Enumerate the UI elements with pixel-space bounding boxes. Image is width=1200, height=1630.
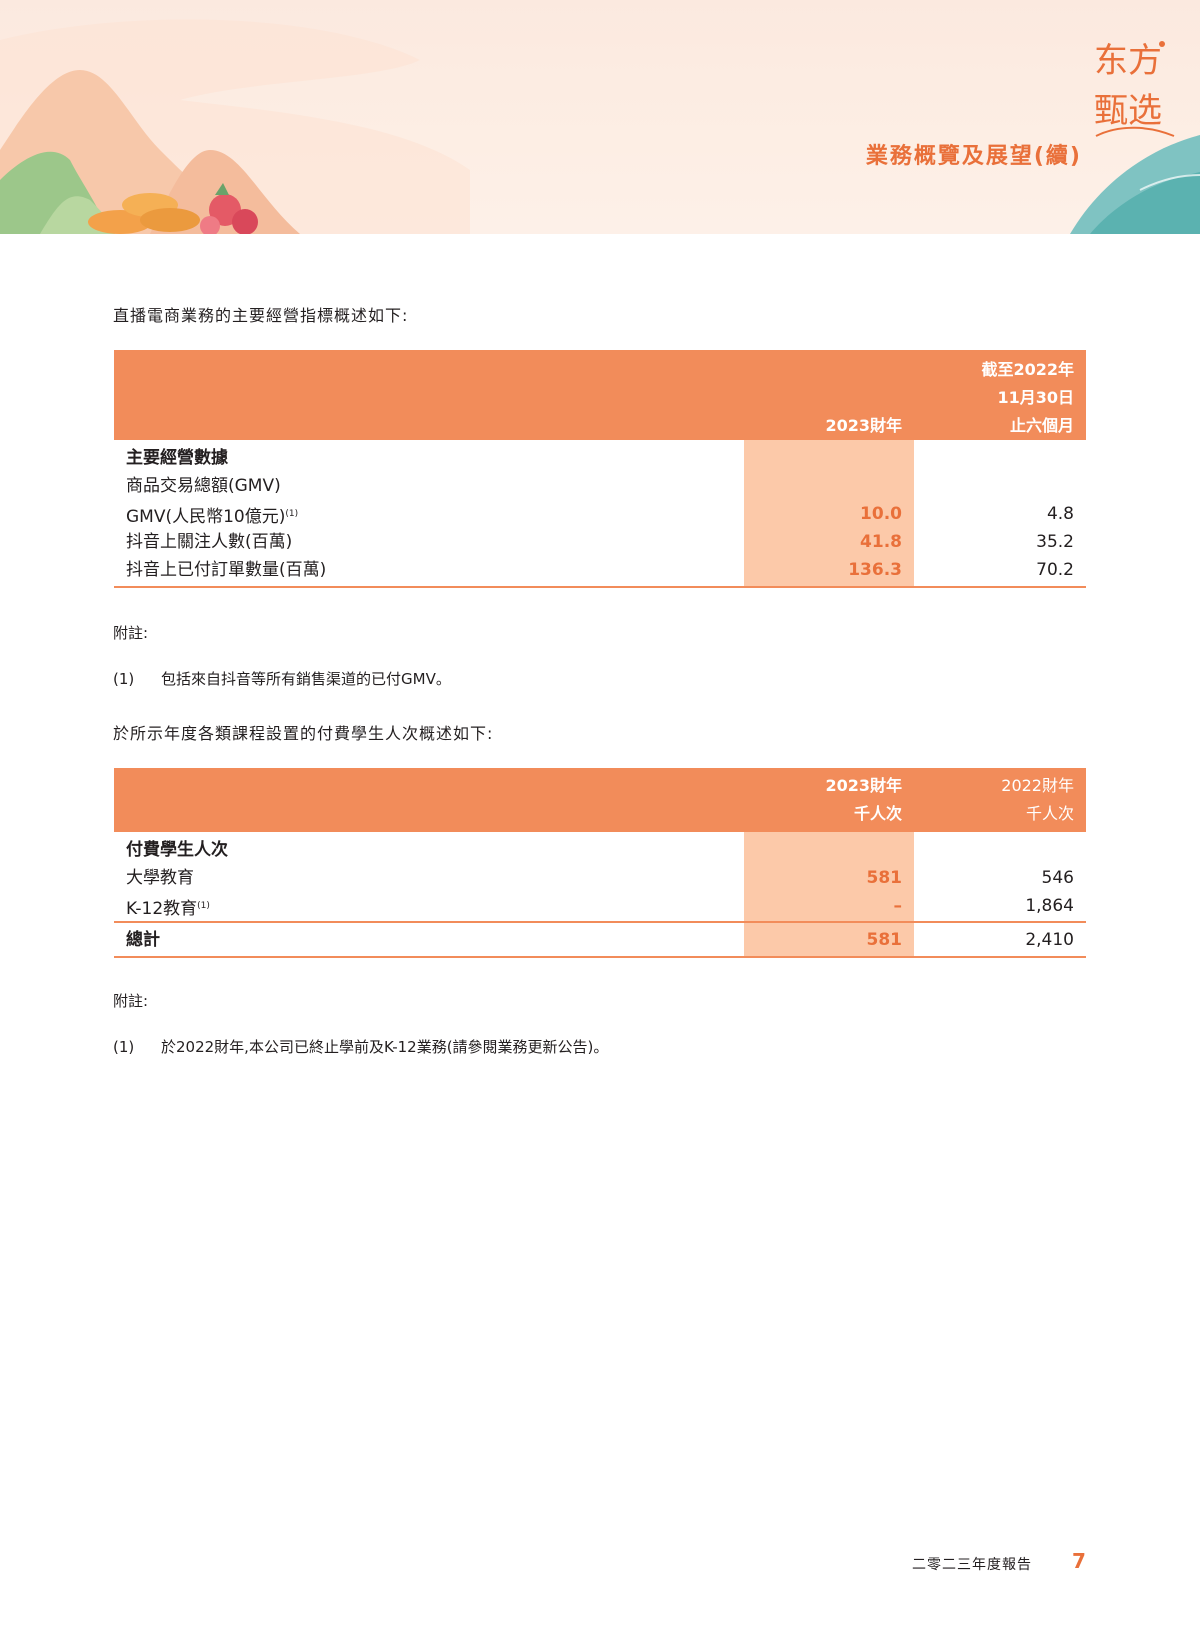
- value-fy2023: 136.3: [848, 560, 902, 580]
- table-section-label-row: 付費學生人次: [114, 836, 1086, 864]
- table-body: 主要經營數據 商品交易總額(GMV) GMV(人民幣10億元)(1) 10.0 …: [114, 440, 1086, 588]
- highlight-column: [744, 440, 914, 586]
- table2-intro: 於所示年度各類課程設置的付費學生人次概述如下:: [113, 724, 494, 743]
- row-label: 抖音上已付訂單數量(百萬): [126, 560, 327, 580]
- company-logo: 东方 甄选: [1090, 26, 1180, 146]
- highlight-column: [744, 832, 914, 956]
- landscape-illustration: [0, 19, 1200, 234]
- section-label: 主要經營數據: [126, 448, 228, 468]
- footnote-number: (1): [113, 670, 135, 688]
- notes-title: 附註:: [113, 992, 149, 1010]
- row-label: 抖音上關注人數(百萬): [126, 532, 293, 552]
- section-label: 付費學生人次: [126, 840, 228, 860]
- value-prior: 4.8: [1046, 504, 1074, 524]
- table-header: 2023財年 截至2022年 11月30日 止六個月: [114, 350, 1086, 440]
- table-row: 抖音上已付訂單數量(百萬) 136.3 70.2: [114, 556, 1086, 584]
- svg-text:甄选: 甄选: [1094, 91, 1162, 131]
- row-label: GMV(人民幣10億元)(1): [126, 507, 299, 527]
- total-fy2023: 581: [866, 930, 903, 950]
- col-header-fy2022: 2022財年: [1001, 776, 1074, 795]
- operating-metrics-table: 2023財年 截至2022年 11月30日 止六個月 主要經營數據 商品交易總額…: [114, 350, 1086, 588]
- table-row: 抖音上關注人數(百萬) 41.8 35.2: [114, 528, 1086, 556]
- footnote-ref: (1): [197, 901, 210, 911]
- footnote-ref: (1): [285, 509, 299, 519]
- table-row: GMV(人民幣10億元)(1) 10.0 4.8: [114, 500, 1086, 528]
- section-title: 業務概覽及展望(續): [865, 144, 1082, 169]
- col-header-fy2022-unit: 千人次: [1025, 804, 1074, 823]
- row-label: 商品交易總額(GMV): [126, 476, 281, 496]
- col-header-period-line2: 11月30日: [997, 388, 1074, 407]
- table-bottom-rule: [114, 956, 1086, 958]
- subtotal-rule: [114, 921, 1086, 923]
- col-header-fy2023: 2023財年: [825, 416, 902, 435]
- value-prior: 70.2: [1036, 560, 1074, 580]
- notes-title: 附註:: [113, 624, 149, 642]
- total-fy2022: 2,410: [1025, 930, 1074, 950]
- table-bottom-rule: [114, 586, 1086, 588]
- value-fy2022: 1,864: [1025, 896, 1074, 916]
- svg-text:东方: 东方: [1094, 41, 1162, 81]
- value-fy2022: 546: [1041, 868, 1074, 888]
- value-fy2023: –: [893, 896, 903, 916]
- page-number: 7: [1072, 1549, 1086, 1573]
- footnote-number: (1): [113, 1038, 135, 1056]
- paid-enrollments-table: 2023財年 千人次 2022財年 千人次 付費學生人次 大學教育 581 54…: [114, 768, 1086, 958]
- row-label: 大學教育: [126, 868, 194, 888]
- footnote: (1) 包括來自抖音等所有銷售渠道的已付GMV。: [113, 668, 451, 689]
- table-header: 2023財年 千人次 2022財年 千人次: [114, 768, 1086, 832]
- header-banner: 东方 甄选 業務概覽及展望(續): [0, 0, 1200, 234]
- row-label: K-12教育(1): [126, 899, 210, 919]
- table-row: 大學教育 581 546: [114, 864, 1086, 892]
- report-title: 二零二三年度報告: [912, 1557, 1032, 1573]
- col-header-fy2023-unit: 千人次: [853, 804, 902, 823]
- table-row: K-12教育(1) – 1,864: [114, 892, 1086, 920]
- table1-intro: 直播電商業務的主要經營指標概述如下:: [113, 306, 409, 325]
- footnote-text: 於2022財年,本公司已終止學前及K-12業務(請參閱業務更新公告)。: [161, 1038, 609, 1056]
- footnote-text: 包括來自抖音等所有銷售渠道的已付GMV。: [161, 670, 451, 688]
- table-row: 商品交易總額(GMV): [114, 472, 1086, 500]
- total-label: 總計: [126, 930, 160, 950]
- col-header-period-line3: 止六個月: [1009, 416, 1074, 435]
- value-prior: 35.2: [1036, 532, 1074, 552]
- col-header-period-line1: 截至2022年: [981, 360, 1074, 379]
- logo-icon: 东方 甄选: [1094, 41, 1175, 137]
- table-section-label-row: 主要經營數據: [114, 444, 1086, 472]
- col-header-fy2023: 2023財年: [825, 776, 902, 795]
- table-body: 付費學生人次 大學教育 581 546 K-12教育(1) – 1,864 總計…: [114, 832, 1086, 958]
- value-fy2023: 10.0: [860, 504, 902, 524]
- value-fy2023: 41.8: [860, 532, 902, 552]
- total-row: 總計 581 2,410: [114, 926, 1086, 954]
- footnote: (1) 於2022財年,本公司已終止學前及K-12業務(請參閱業務更新公告)。: [113, 1036, 608, 1057]
- value-fy2023: 581: [866, 868, 903, 888]
